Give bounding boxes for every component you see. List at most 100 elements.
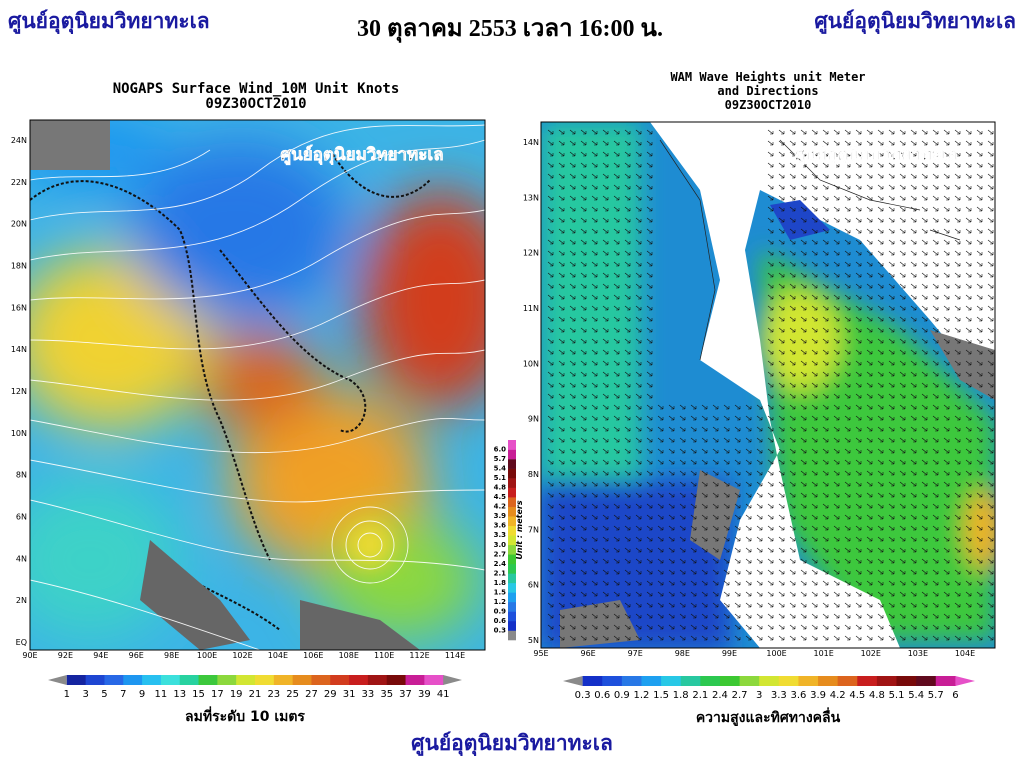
arrow xyxy=(844,547,851,553)
arrow xyxy=(976,294,983,300)
arrow xyxy=(602,283,609,289)
arrow xyxy=(855,129,862,135)
arrow xyxy=(591,206,598,212)
arrow xyxy=(932,305,939,311)
arrow xyxy=(822,580,829,586)
arrow xyxy=(624,404,631,410)
arrow xyxy=(657,470,664,476)
arrow xyxy=(800,525,807,531)
arrow xyxy=(932,624,939,630)
arrow xyxy=(910,371,917,377)
arrow xyxy=(723,448,730,454)
arrow xyxy=(976,206,983,212)
arrow xyxy=(833,239,840,245)
arrow xyxy=(646,448,653,454)
arrow xyxy=(943,338,950,344)
arrow xyxy=(723,602,730,608)
arrow xyxy=(822,360,829,366)
arrow xyxy=(668,580,675,586)
arrow xyxy=(965,239,972,245)
arrow xyxy=(877,624,884,630)
arrow xyxy=(954,360,961,366)
arrow xyxy=(921,217,928,223)
arrow xyxy=(899,426,906,432)
arrow xyxy=(745,514,752,520)
arrow xyxy=(811,503,818,509)
arrow xyxy=(580,492,587,498)
arrow xyxy=(811,316,818,322)
arrow xyxy=(932,338,939,344)
arrow xyxy=(558,437,565,443)
arrow xyxy=(789,305,796,311)
arrow xyxy=(877,283,884,289)
arrow xyxy=(855,228,862,234)
arrow xyxy=(833,635,840,641)
arrow xyxy=(932,547,939,553)
arrow xyxy=(778,228,785,234)
arrow xyxy=(800,448,807,454)
arrow xyxy=(602,206,609,212)
arrow xyxy=(789,448,796,454)
arrow xyxy=(976,536,983,542)
arrow xyxy=(921,206,928,212)
arrow xyxy=(712,514,719,520)
arrow xyxy=(646,580,653,586)
arrow xyxy=(855,140,862,146)
arrow xyxy=(877,591,884,597)
arrow xyxy=(877,371,884,377)
colorbar-label: 6 xyxy=(952,690,958,701)
arrow xyxy=(613,261,620,267)
arrow xyxy=(965,459,972,465)
arrow xyxy=(657,536,664,542)
arrow xyxy=(965,206,972,212)
arrow xyxy=(558,195,565,201)
arrow xyxy=(965,217,972,223)
arrow xyxy=(987,382,994,388)
arrow xyxy=(558,569,565,575)
header-left: ศูนย์อุตุนิยมวิทยาทะเล xyxy=(8,9,210,35)
lat-label: 22N xyxy=(11,178,27,187)
arrow xyxy=(624,294,631,300)
arrow xyxy=(745,591,752,597)
arrow xyxy=(943,613,950,619)
arrow xyxy=(591,459,598,465)
arrow xyxy=(866,503,873,509)
arrow xyxy=(624,184,631,190)
colorbar-label: 41 xyxy=(437,689,450,700)
arrow xyxy=(888,624,895,630)
arrow xyxy=(624,305,631,311)
arrow xyxy=(987,448,994,454)
arrow xyxy=(712,426,719,432)
arrow xyxy=(833,525,840,531)
arrow xyxy=(811,261,818,267)
arrow xyxy=(910,558,917,564)
arrow xyxy=(866,173,873,179)
arrow xyxy=(954,393,961,399)
colorbar-swatch xyxy=(386,675,407,685)
arrow xyxy=(767,525,774,531)
arrow xyxy=(591,316,598,322)
arrow xyxy=(635,635,642,641)
arrow xyxy=(888,162,895,168)
wave-scale-swatch xyxy=(508,582,516,593)
arrow xyxy=(569,294,576,300)
arrow xyxy=(844,591,851,597)
arrow xyxy=(987,393,994,399)
arrow xyxy=(580,195,587,201)
arrow xyxy=(855,536,862,542)
arrow xyxy=(745,404,752,410)
arrow xyxy=(932,140,939,146)
arrow xyxy=(624,261,631,267)
arrow xyxy=(624,492,631,498)
arrow xyxy=(866,184,873,190)
arrow xyxy=(800,415,807,421)
colorbar-label: 35 xyxy=(380,689,393,700)
arrow xyxy=(690,492,697,498)
arrow xyxy=(844,558,851,564)
arrow xyxy=(954,547,961,553)
arrow xyxy=(767,371,774,377)
arrow xyxy=(932,602,939,608)
arrow xyxy=(646,635,653,641)
arrow xyxy=(822,547,829,553)
arrow xyxy=(635,184,642,190)
